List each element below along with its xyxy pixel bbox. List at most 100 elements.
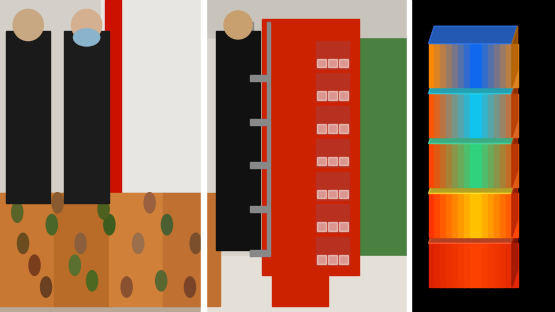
Ellipse shape — [155, 271, 166, 291]
Bar — [470, 94, 477, 137]
Ellipse shape — [18, 233, 28, 253]
Bar — [250, 22, 253, 256]
Bar — [500, 193, 507, 237]
Bar — [317, 190, 326, 198]
Bar — [488, 193, 495, 237]
Bar — [105, 0, 121, 234]
Bar — [452, 44, 459, 87]
Bar — [428, 243, 435, 287]
Bar — [458, 94, 465, 137]
Bar — [316, 204, 326, 232]
Polygon shape — [512, 226, 518, 287]
Bar — [464, 44, 471, 87]
Ellipse shape — [144, 193, 155, 213]
Bar — [476, 144, 483, 187]
Polygon shape — [428, 76, 518, 94]
Bar — [316, 237, 326, 265]
Bar — [316, 73, 326, 101]
Bar — [327, 106, 337, 134]
Bar — [327, 172, 337, 200]
Bar — [470, 144, 477, 187]
Bar — [500, 44, 507, 87]
Bar — [317, 255, 326, 264]
Polygon shape — [428, 176, 518, 193]
Bar — [328, 124, 337, 133]
Bar — [482, 44, 488, 87]
Bar — [470, 44, 477, 87]
Polygon shape — [512, 176, 518, 237]
Bar — [512, 44, 518, 87]
Bar — [339, 91, 348, 100]
Bar — [494, 193, 501, 237]
Bar — [428, 144, 435, 187]
Ellipse shape — [190, 233, 201, 253]
Ellipse shape — [72, 9, 102, 41]
Bar — [206, 0, 407, 312]
Bar — [458, 193, 465, 237]
Ellipse shape — [133, 233, 144, 253]
Bar — [435, 44, 441, 87]
Bar — [339, 41, 349, 69]
Bar — [476, 243, 483, 287]
Bar — [64, 31, 109, 203]
Bar — [446, 193, 453, 237]
Bar — [339, 124, 348, 133]
Bar — [446, 144, 453, 187]
Bar — [435, 193, 441, 237]
Bar — [250, 250, 266, 256]
Bar — [105, 215, 179, 234]
Bar — [428, 193, 435, 237]
Bar — [250, 162, 266, 168]
Bar — [494, 144, 501, 187]
Ellipse shape — [184, 277, 195, 297]
Ellipse shape — [162, 215, 173, 235]
Bar — [316, 106, 326, 134]
Bar — [512, 94, 518, 137]
Bar — [458, 144, 465, 187]
Bar — [452, 193, 459, 237]
Polygon shape — [428, 26, 518, 44]
Bar — [250, 75, 266, 81]
Bar — [482, 94, 488, 137]
Polygon shape — [512, 126, 518, 187]
Ellipse shape — [75, 233, 86, 253]
Bar — [328, 91, 337, 100]
Ellipse shape — [52, 193, 63, 213]
Bar — [163, 193, 220, 306]
Bar — [500, 243, 507, 287]
Bar — [216, 31, 260, 250]
Ellipse shape — [121, 277, 132, 297]
Bar — [440, 144, 447, 187]
Bar — [327, 139, 337, 167]
Bar — [328, 59, 337, 67]
Bar — [470, 193, 477, 237]
Bar — [500, 94, 507, 137]
Bar — [339, 255, 348, 264]
Ellipse shape — [73, 29, 100, 46]
Bar — [250, 206, 266, 212]
Bar — [317, 222, 326, 231]
Bar — [488, 144, 495, 187]
Polygon shape — [428, 126, 518, 144]
Bar — [440, 94, 447, 137]
Bar — [428, 94, 435, 137]
Bar — [512, 144, 518, 187]
Bar — [201, 0, 206, 312]
Bar — [317, 91, 326, 100]
Bar — [0, 193, 57, 306]
Bar — [339, 222, 348, 231]
Bar — [339, 157, 348, 165]
Bar — [452, 243, 459, 287]
Ellipse shape — [46, 215, 57, 235]
Ellipse shape — [87, 271, 98, 291]
Ellipse shape — [69, 255, 80, 275]
Bar — [262, 19, 359, 275]
Bar — [440, 243, 447, 287]
Bar — [500, 144, 507, 187]
Bar — [494, 94, 501, 137]
Bar — [482, 193, 488, 237]
Bar — [458, 243, 465, 287]
Bar — [109, 193, 165, 306]
Bar — [446, 94, 453, 137]
Ellipse shape — [29, 255, 40, 275]
